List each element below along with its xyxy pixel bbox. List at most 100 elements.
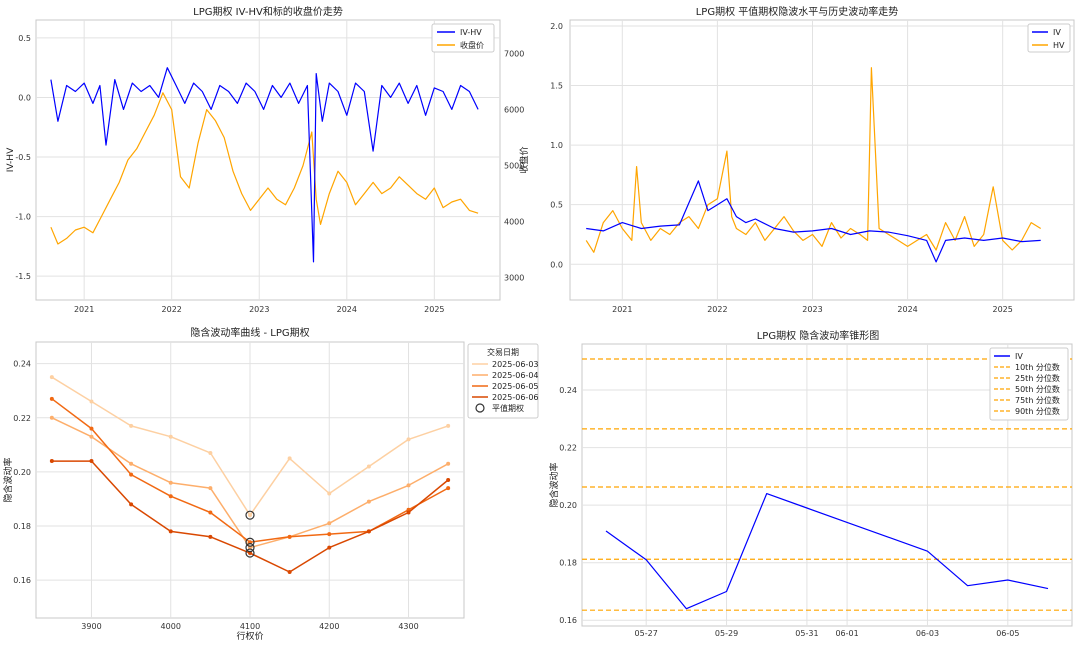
y-tick-label: 0.5 — [18, 34, 31, 43]
smile-point — [49, 375, 54, 380]
legend-label: 2025-06-04 — [492, 371, 539, 380]
y-axis-ticks: 2.0 1.5 1.0 0.5 0.0 — [550, 22, 563, 269]
smile-point — [327, 521, 332, 526]
y-tick-label: 5000 — [504, 162, 524, 171]
plot-area — [569, 19, 1075, 301]
legend: IV HV — [1027, 23, 1071, 53]
legend-label: 25th 分位数 — [1015, 373, 1060, 383]
series-group — [49, 375, 451, 574]
legend-label: IV — [1015, 352, 1023, 361]
y-tick-label: 0.16 — [13, 576, 31, 585]
smile-point — [327, 532, 332, 537]
atm-iv-hv-chart: LPG期权 平值期权隐波水平与历史波动率走势 2.0 1.5 1.0 0.5 0… — [550, 5, 1075, 314]
x-tick-label: 4100 — [240, 622, 260, 631]
iv-smile-chart: 隐含波动率曲线 - LPG期权 行权价 隐含波动率 0.24 0.22 0.20… — [2, 326, 539, 642]
y-tick-label: -1.0 — [15, 213, 31, 222]
y-tick-label: 4000 — [504, 218, 524, 227]
x-tick-label: 2022 — [162, 305, 182, 314]
smile-point — [129, 461, 134, 466]
iv-hv-line — [50, 67, 479, 263]
smile-point — [327, 545, 332, 550]
legend-label: IV-HV — [460, 28, 482, 37]
y-tick-label: 1.0 — [550, 141, 563, 150]
y-axis-label: 隐含波动率 — [548, 462, 560, 507]
x-axis-ticks: 2021 2022 2023 2024 2025 — [612, 305, 1013, 314]
legend-box — [989, 347, 1069, 421]
x-tick-label: 2025 — [992, 305, 1012, 314]
legend: 交易日期 2025-06-03 2025-06-04 2025-06-05 20… — [467, 343, 539, 419]
gridlines — [36, 342, 464, 618]
gridlines — [36, 20, 500, 300]
y-tick-label: 0.16 — [559, 616, 577, 625]
smile-point — [287, 534, 292, 539]
legend-label: 75th 分位数 — [1015, 395, 1060, 405]
y-tick-label: 2.0 — [550, 22, 563, 31]
smile-point — [287, 570, 292, 574]
legend: IV 10th 分位数 25th 分位数 50th 分位数 75th 分位数 9… — [989, 347, 1069, 421]
iv-line — [586, 180, 1041, 263]
smile-point — [287, 456, 292, 461]
x-tick-label: 2022 — [707, 305, 727, 314]
smile-point — [406, 510, 411, 515]
legend-swatch — [475, 403, 485, 413]
smile-point — [49, 459, 54, 464]
close-price-line — [50, 92, 479, 245]
iv-cone-line — [605, 493, 1049, 610]
y-axis-ticks: 0.24 0.22 0.20 0.18 0.16 — [13, 360, 31, 585]
series-group — [50, 67, 479, 263]
smile-point — [49, 396, 54, 401]
smile-point — [168, 529, 173, 534]
x-tick-label: 2025 — [424, 305, 444, 314]
x-tick-label: 05-29 — [715, 629, 738, 638]
smile-point — [49, 415, 54, 420]
x-tick-label: 2023 — [802, 305, 822, 314]
smile-point — [208, 534, 213, 539]
x-tick-label: 4300 — [398, 622, 418, 631]
atm-marker — [245, 548, 255, 558]
x-axis-ticks: 2021 2022 2023 2024 2025 — [74, 305, 445, 314]
smile-point — [446, 423, 451, 428]
y-tick-label: 0.18 — [559, 559, 577, 568]
x-tick-label: 2021 — [612, 305, 632, 314]
y-axis-left-ticks: 0.5 0.0 -0.5 -1.0 -1.5 — [15, 34, 31, 281]
atm-marker — [245, 543, 255, 553]
y-axis-right-label: 收盘价 — [518, 146, 530, 173]
legend-label: 90th 分位数 — [1015, 406, 1060, 416]
legend-box — [467, 343, 539, 419]
smile-point — [129, 423, 134, 428]
x-tick-label: 4200 — [319, 622, 339, 631]
y-tick-label: 6000 — [504, 106, 524, 115]
series-group — [585, 67, 1042, 263]
smile-point — [446, 486, 451, 491]
smile-point — [366, 464, 371, 469]
y-axis-ticks: 0.24 0.22 0.20 0.18 0.16 — [559, 386, 577, 625]
legend-label: 2025-06-03 — [492, 360, 539, 369]
y-tick-label: 0.20 — [559, 501, 577, 510]
legend-label: 平值期权 — [492, 403, 524, 413]
plot-area — [35, 19, 501, 301]
legend-label: 2025-06-06 — [492, 393, 539, 402]
y-tick-label: 0.22 — [13, 414, 31, 423]
smile-point — [208, 486, 213, 491]
smile-point — [168, 494, 173, 499]
y-axis-label: 隐含波动率 — [2, 457, 14, 502]
y-tick-label: 0.18 — [13, 522, 31, 531]
y-tick-label: 7000 — [504, 50, 524, 59]
legend-label: 收盘价 — [460, 40, 484, 50]
smile-point — [129, 502, 134, 507]
legend-label: 10th 分位数 — [1015, 362, 1060, 372]
atm-marker — [245, 510, 255, 520]
smile-point — [129, 472, 134, 477]
legend-label: IV — [1053, 28, 1061, 37]
y-tick-label: 0.22 — [559, 444, 577, 453]
legend-label: 2025-06-05 — [492, 382, 539, 391]
smile-point — [327, 491, 332, 496]
y-tick-label: 0.0 — [550, 260, 563, 269]
y-axis-right-ticks: 7000 6000 5000 4000 3000 — [504, 50, 524, 283]
chart-title: LPG期权 IV-HV和标的收盘价走势 — [193, 5, 343, 18]
legend-label: 50th 分位数 — [1015, 384, 1060, 394]
smile-point — [89, 399, 94, 404]
x-tick-label: 2024 — [337, 305, 357, 314]
x-tick-label: 3900 — [81, 622, 101, 631]
